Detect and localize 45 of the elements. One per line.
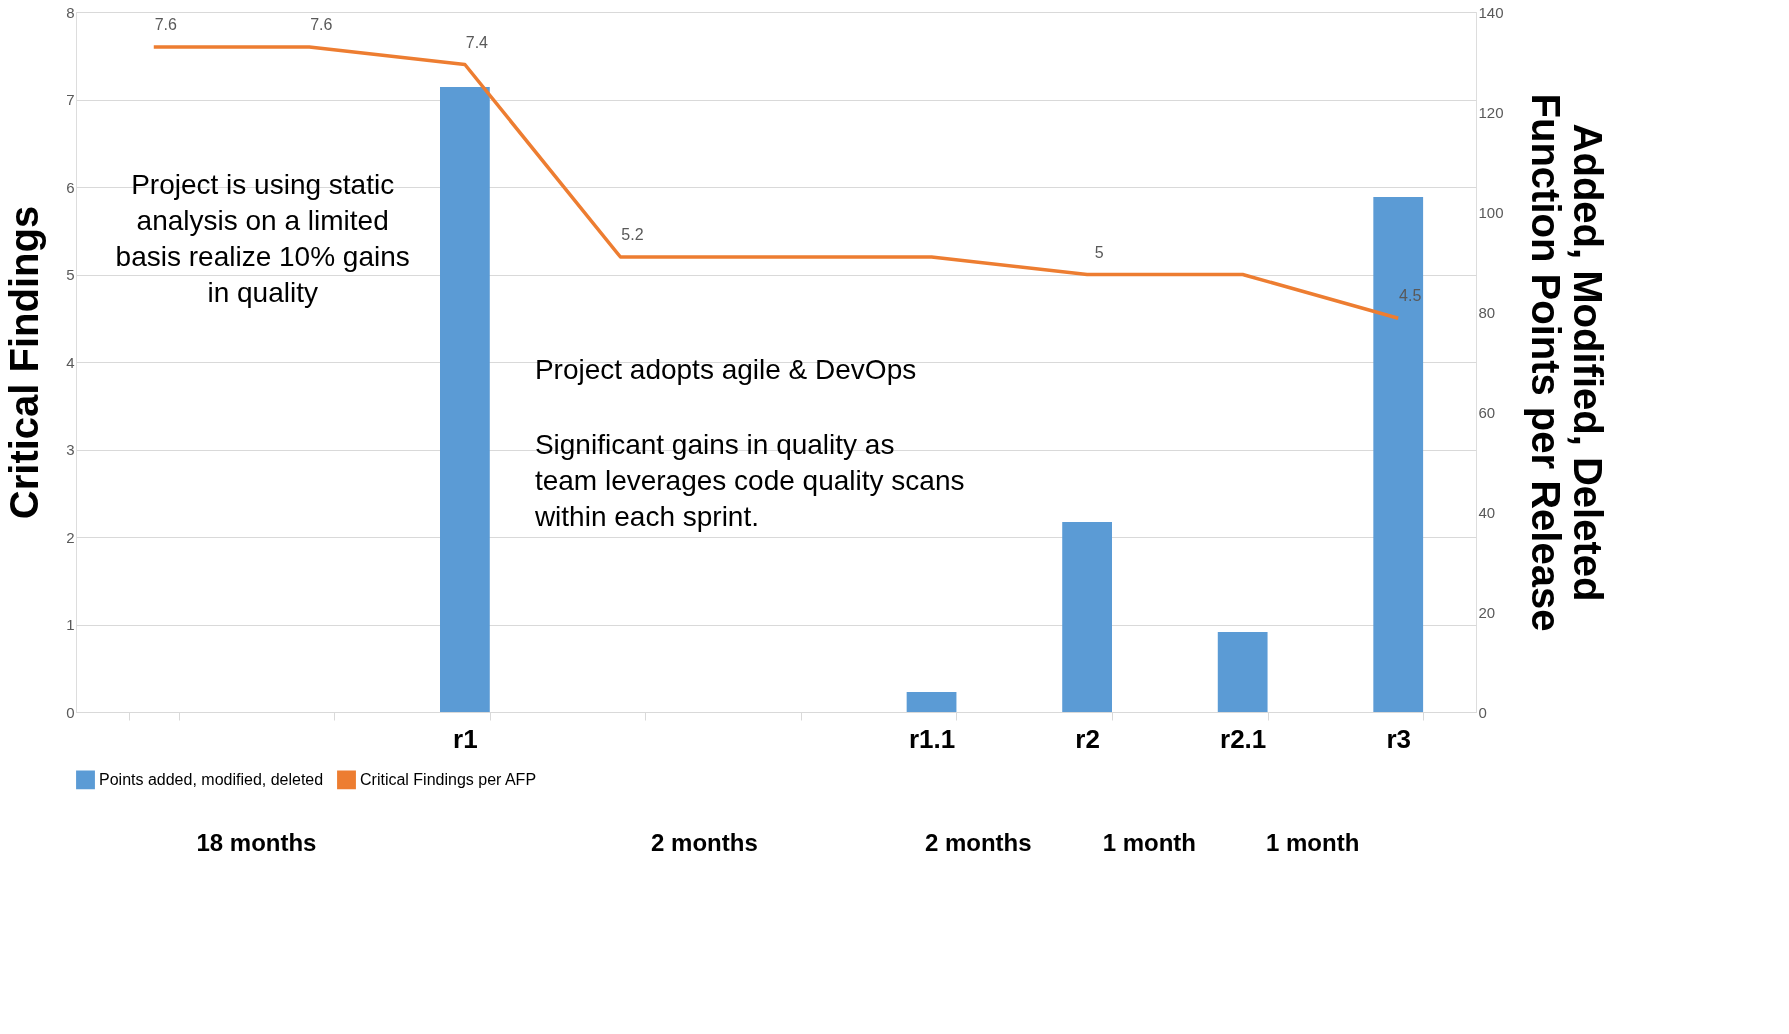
y-tick-label: 6 <box>66 178 75 196</box>
y-tick-label: 2 <box>66 528 75 546</box>
bar <box>440 87 490 712</box>
y-tick-label: 4 <box>66 353 75 371</box>
y-axis-title: Critical Findings <box>2 205 47 520</box>
y2-tick-label: 0 <box>1478 703 1487 721</box>
y-tick-label: 8 <box>66 3 75 21</box>
x-tick-label: r2 <box>1075 723 1100 754</box>
y2-tick-label: 140 <box>1478 3 1504 21</box>
x-tick-label: r3 <box>1386 723 1412 754</box>
y-tick-label: 7 <box>66 91 75 108</box>
x-tick-label: r1.1 <box>908 723 956 754</box>
y2-tick-label: 120 <box>1478 103 1504 121</box>
data-label: 7.4 <box>465 33 489 51</box>
legend-label: Critical Findings per AFP <box>360 770 537 788</box>
bar <box>1373 197 1424 712</box>
y2-tick-label: 40 <box>1478 503 1496 521</box>
annotation: Project is using static analysis on a limited basis realize 10% gains in quality <box>115 169 410 308</box>
x-tick-label: r2.1 <box>1220 723 1267 754</box>
y-tick-label: 3 <box>66 441 75 458</box>
y2-tick-label: 100 <box>1478 203 1504 221</box>
text: 18 months <box>196 829 317 856</box>
data-label: 4.5 <box>1399 287 1422 305</box>
y2-tick-label: 80 <box>1478 303 1496 321</box>
data-label: 5 <box>1094 243 1104 261</box>
bar <box>906 692 957 712</box>
bar <box>1062 522 1112 712</box>
x-tick-label: r1 <box>453 723 478 754</box>
data-label: 7.6 <box>154 16 177 33</box>
data-label: 5.2 <box>621 226 644 243</box>
y-tick-label: 1 <box>66 616 75 633</box>
y-tick-label: 5 <box>66 266 75 283</box>
data-label: 7.6 <box>310 16 333 33</box>
text: 1 month <box>1266 829 1360 856</box>
annotation: Project adopts agile & DevOps <box>534 354 917 385</box>
legend-label: Points added, modified, deleted <box>99 770 324 788</box>
y2-tick-label: 60 <box>1478 403 1496 421</box>
text: 2 months <box>651 829 758 856</box>
y2-axis-title: Added, Modified, Deleted Function Points per Release <box>1523 93 1610 632</box>
text: 2 months <box>924 829 1032 856</box>
y-tick-label: 0 <box>66 703 75 721</box>
y2-tick-label: 20 <box>1478 603 1496 621</box>
text: 1 month <box>1102 829 1196 856</box>
bar <box>1217 632 1268 712</box>
annotation: Significant gains in quality as team leverages code quality scans within each sprint. <box>533 429 965 532</box>
